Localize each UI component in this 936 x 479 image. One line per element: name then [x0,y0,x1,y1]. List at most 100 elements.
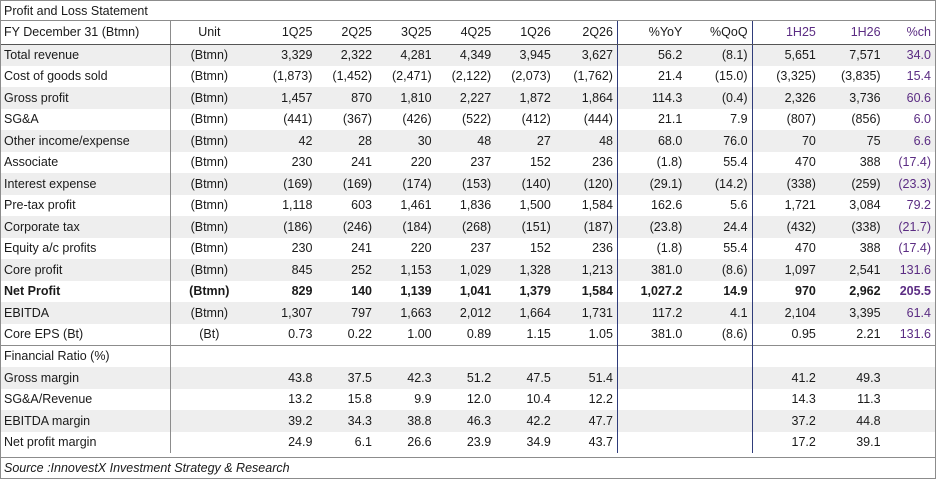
source-note: Source :InnovestX Investment Strategy & … [1,457,935,478]
value-cell: 1,118 [282,198,313,213]
ratio-value-cell: 43.7 [554,431,618,453]
value-cell: 2,012 [435,302,496,324]
value-cell: 55.4 [686,237,753,259]
value-cell: (1.8) [656,241,683,256]
row-label: SG&A [1,108,172,130]
ratio-value-cell [686,410,753,432]
ratio-value-cell: 39.2 [247,410,317,432]
row-label: EBITDA [1,302,172,324]
ratio-value-cell: 11.3 [857,392,881,407]
value-cell: 236 [554,151,618,173]
value-cell: 28 [316,130,377,152]
value-cell: 21.1 [657,112,683,127]
value-cell: 1,097 [752,259,820,281]
ratio-row: Net profit margin 24.9 6.1 26.6 23.9 34.9 43.7… [1,431,935,454]
header-row: FY December 31 (Btmn) Unit 1Q25 2Q25 3Q2… [1,21,935,45]
empty-cell [495,344,555,367]
row-label: Core profit [1,259,172,281]
header-cell: 1Q25 [247,21,317,45]
value-cell: 1,864 [554,87,618,109]
table-body: FY December 31 (Btmn) Unit 1Q25 2Q25 3Q2… [1,21,935,453]
value-cell: 162.6 [651,198,683,213]
row-label: Total revenue [1,44,172,66]
value-cell: 48 [435,130,496,152]
value-cell: (426) [402,112,432,127]
row-unit: (Btmn) [170,173,248,195]
ratio-label: Net profit margin [1,431,172,453]
value-cell: 15.4 [906,69,931,84]
ratio-value-cell: 47.5 [495,367,555,389]
value-cell: (807) [786,112,816,127]
value-cell: 114.3 [617,87,687,109]
value-cell: 230 [291,155,313,170]
value-cell: 220 [410,241,432,256]
value-cell: 230 [291,241,313,256]
value-cell: 388 [859,241,881,256]
ratio-value-cell: 24.9 [288,435,313,450]
value-cell: 1.15 [526,327,551,341]
value-cell: 2,962 [849,284,881,299]
value-cell: (1,873) [272,69,313,84]
table-row: Total revenue (Btmn) 3,329 2,322 4,281 4,349 3… [1,44,935,66]
value-cell: (3,325) [776,69,816,84]
ratio-value-cell: 39.1 [856,435,881,450]
table-row: Gross profit (Btmn) 1,457 870 1,810 2,227 1,87… [1,87,935,109]
value-cell: (432) [752,216,820,238]
row-unit: (Btmn) [190,241,229,256]
row-label: Pre-tax profit [1,194,172,216]
value-cell: 1,836 [459,198,492,213]
value-cell: 252 [316,259,377,281]
value-cell: 845 [247,259,317,281]
ratio-value-cell: 41.2 [752,367,820,389]
row-label: Interest expense [1,173,172,195]
row-unit: (Btmn) [170,44,248,66]
ratio-row: EBITDA margin 39.2 34.3 38.8 46.3 42.2 47.7 37.… [1,410,935,432]
value-cell: 603 [351,198,373,213]
value-cell: 55.4 [686,151,753,173]
ratio-value-cell [617,432,686,454]
value-cell: (441) [283,112,313,127]
value-cell: 152 [529,241,551,256]
value-cell: 3,627 [554,44,618,66]
value-cell: 1,307 [247,302,317,324]
empty-cell [435,344,496,367]
value-cell: 388 [859,155,881,170]
row-unit: (Btmn) [190,198,229,213]
value-cell: 5.6 [686,194,753,216]
value-cell: 205.5 [899,284,931,299]
table-row: Net Profit (Btmn) 829 140 1,139 1,041 1,379 1,5… [1,280,935,302]
value-cell: 220 [410,155,432,170]
row-label: Other income/expense [1,130,172,152]
ratio-label: SG&A/Revenue [1,388,172,410]
value-cell: (3,835) [840,69,881,84]
row-unit: (Btmn) [190,155,229,170]
value-cell: 34.0 [884,44,935,66]
value-cell: 0.73 [288,327,313,341]
ratio-value-cell [686,431,753,453]
value-cell: (8.1) [686,44,753,66]
ratio-value-cell [617,367,687,389]
value-cell: (2,471) [392,69,432,84]
statement-title: Profit and Loss Statement [1,1,935,21]
value-cell: 1,029 [435,259,496,281]
value-cell: 2.21 [856,327,881,341]
ratio-value-cell: 12.0 [466,392,492,407]
ratio-value-cell: 14.3 [791,392,816,407]
ratio-value-cell: 42.3 [376,367,436,389]
value-cell: (17.4) [898,155,931,170]
row-unit: (Btmn) [170,259,248,281]
value-cell: 237 [470,241,492,256]
value-cell: 1,328 [495,259,555,281]
value-cell: 6.6 [884,130,935,152]
empty-cell [170,367,248,389]
ratio-value-cell: 37.2 [752,410,820,432]
value-cell: 117.2 [617,302,687,324]
header-cell: 2Q25 [316,21,377,45]
empty-cell [686,344,753,367]
row-label: Net Profit [1,280,172,302]
value-cell: 381.0 [651,327,683,341]
value-cell: (17.4) [898,241,931,256]
row-label: Cost of goods sold [1,65,172,87]
value-cell: 140 [351,284,373,299]
